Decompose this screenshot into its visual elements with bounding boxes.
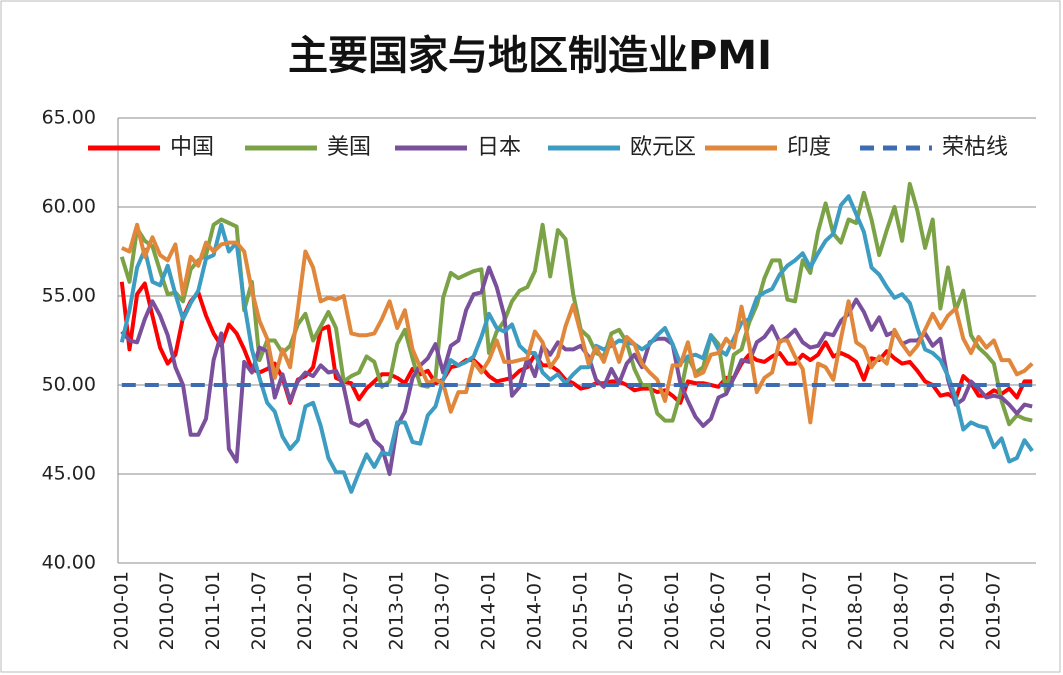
x-tick-label: 2015-07 [615,571,637,650]
y-tick-label: 65.00 [42,107,96,129]
x-tick-label: 2017-01 [753,571,775,650]
x-tick-label: 2010-01 [110,571,132,650]
legend-label: 美国 [327,135,371,160]
y-tick-label: 50.00 [42,374,96,396]
series-line [120,222,1034,425]
series-line [120,265,1033,476]
x-tick-label: 2012-01 [294,571,316,650]
y-tick-label: 45.00 [42,463,96,485]
x-tick-label: 2019-07 [982,571,1004,650]
legend-label: 中国 [170,135,214,160]
chart-title: 主要国家与地区制造业PMI [288,33,772,79]
x-tick-label: 2018-01 [845,571,867,650]
x-tick-label: 2018-07 [891,571,913,650]
y-tick-label: 60.00 [42,196,96,218]
x-tick-label: 2014-07 [523,571,545,650]
legend-label: 欧元区 [630,135,696,160]
legend-label: 印度 [787,135,831,160]
x-tick-label: 2013-01 [386,571,408,650]
x-tick-label: 2014-01 [478,571,500,650]
legend-label: 荣枯线 [942,135,1008,160]
x-tick-label: 2011-01 [202,571,224,650]
x-tick-label: 2015-01 [569,571,591,650]
x-tick-label: 2019-01 [937,571,959,650]
x-tick-label: 2016-07 [707,571,729,650]
x-tick-label: 2011-07 [248,571,270,650]
x-tick-label: 2010-07 [156,571,178,650]
x-tick-label: 2012-07 [340,571,362,650]
x-tick-label: 2013-07 [432,571,454,650]
y-tick-label: 55.00 [42,285,96,307]
legend-label: 日本 [477,135,521,160]
x-tick-label: 2017-07 [799,571,821,650]
y-tick-label: 40.00 [42,552,96,574]
series-line [119,194,1034,494]
x-tick-label: 2016-01 [661,571,683,650]
